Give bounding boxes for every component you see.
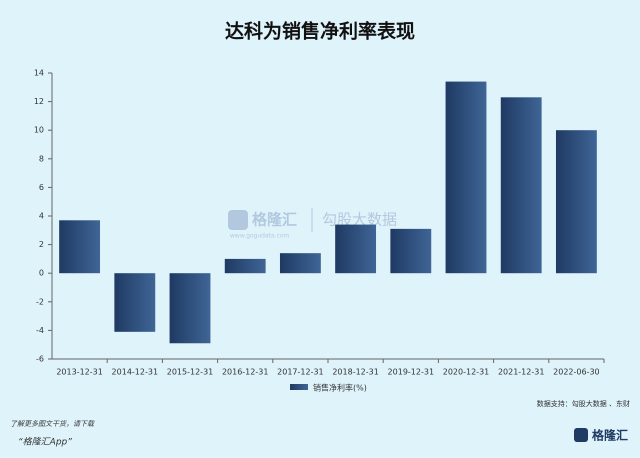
watermark-sub: 勾股大数据 (322, 211, 397, 229)
y-tick-label: 14 (34, 69, 44, 78)
x-tick-label: 2018-12-31 (332, 368, 379, 377)
watermark-icon (228, 210, 248, 230)
source: 数据支持：勾股大数据 、东财 (537, 399, 630, 408)
x-tick-label: 2016-12-31 (222, 368, 269, 377)
footer-line2: “格隆汇App” (18, 437, 72, 448)
bar (59, 220, 101, 274)
y-tick-label: 6 (39, 183, 44, 192)
legend-label: 销售净利率(%) (313, 383, 367, 393)
bar (114, 273, 156, 332)
bar (335, 224, 377, 274)
x-tick-label: 2019-12-31 (388, 368, 435, 377)
y-tick-label: 12 (34, 97, 44, 106)
x-tick-label: 2014-12-31 (112, 368, 159, 377)
y-tick-label: 10 (34, 126, 44, 135)
bar (279, 253, 321, 274)
y-tick-label: 2 (39, 240, 44, 249)
y-tick-label: 4 (39, 212, 44, 221)
watermark-url: www.gogudata.com (230, 233, 290, 240)
bar (224, 258, 266, 274)
x-tick-label: 2017-12-31 (277, 368, 324, 377)
footer-line1: 了解更多图文干货，请下载 (10, 420, 95, 428)
x-tick-label: 2013-12-31 (56, 368, 103, 377)
watermark: 格隆汇 勾股大数据 www.gogudata.com (228, 208, 397, 240)
logo-text: 格隆汇 (592, 428, 628, 443)
bar (169, 273, 211, 344)
bar (390, 228, 432, 274)
bar (555, 130, 597, 274)
x-tick-label: 2022-06-30 (553, 368, 600, 377)
legend-swatch (290, 384, 308, 390)
y-tick-label: 0 (39, 269, 44, 278)
x-tick-label: 2015-12-31 (167, 368, 214, 377)
y-tick-label: -2 (36, 297, 44, 306)
watermark-brand: 格隆汇 (252, 211, 297, 229)
y-tick-label: -6 (36, 355, 44, 364)
bar (445, 81, 487, 274)
y-tick-label: -4 (36, 326, 44, 335)
logo-icon (574, 428, 588, 442)
chart-title: 达科为销售净利率表现 (225, 20, 415, 43)
x-tick-label: 2021-12-31 (498, 368, 545, 377)
x-tick-label: 2020-12-31 (443, 368, 490, 377)
bar (500, 97, 542, 274)
y-tick-label: 8 (39, 154, 44, 163)
